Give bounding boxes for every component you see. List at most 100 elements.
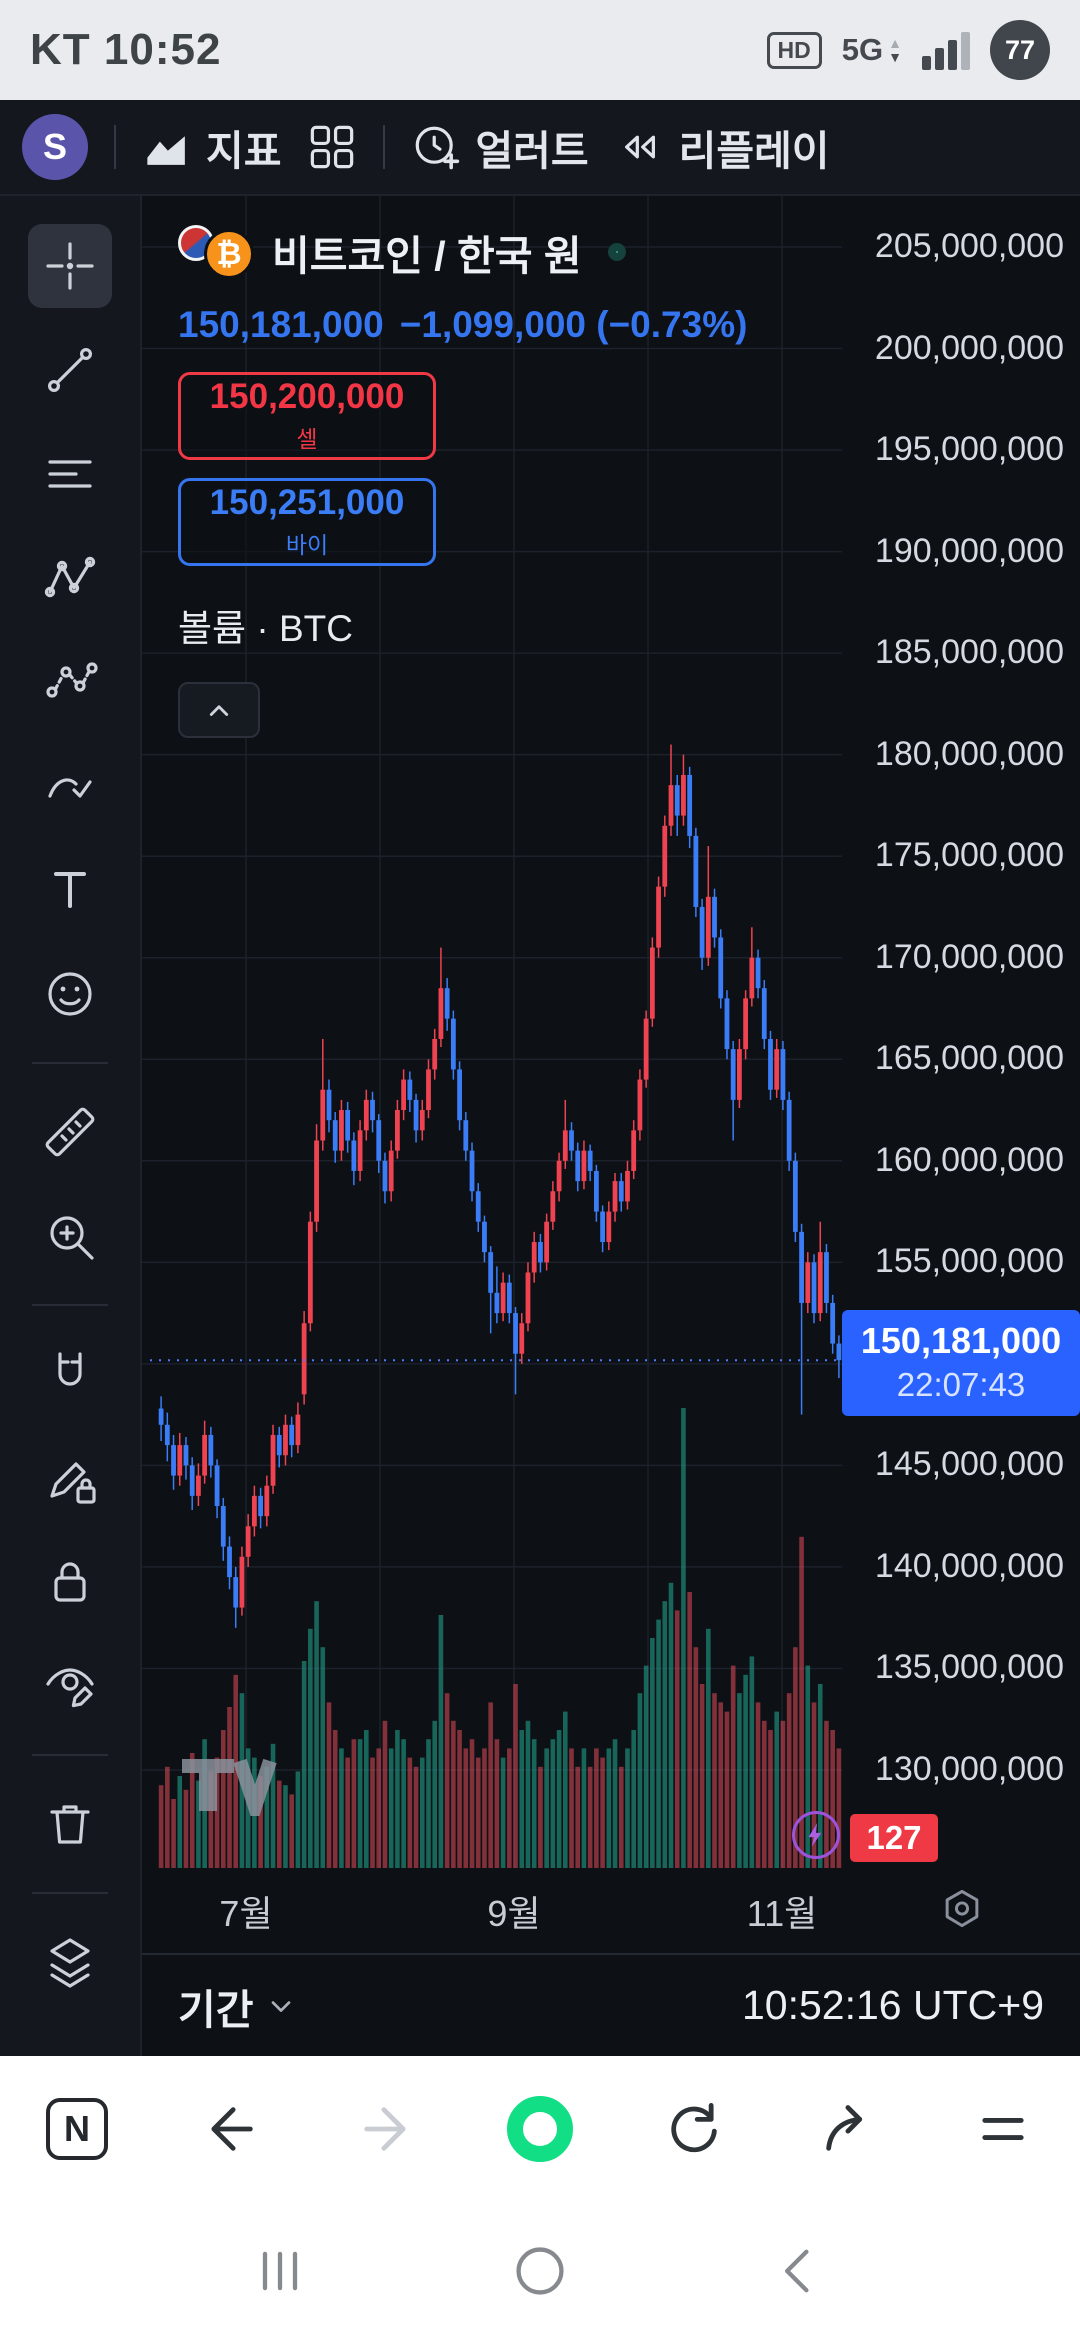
status-icons: HD 5G ▲ ▼ 77	[766, 20, 1050, 80]
price-scale-label: 175,000,000	[874, 836, 1064, 875]
home-circle-icon	[516, 2247, 564, 2295]
tool-text[interactable]	[0, 838, 141, 942]
price-scale-label: 170,000,000	[874, 937, 1064, 976]
chart-area: 205,000,000 200,000,000 195,000,000 190,000…	[142, 196, 1080, 2056]
avatar[interactable]: S	[22, 114, 88, 180]
menu-icon	[982, 2118, 1024, 2140]
crosshair-icon	[46, 242, 94, 290]
price-scale-label: 180,000,000	[874, 734, 1064, 773]
alerts-button[interactable]: 얼러트	[411, 117, 589, 177]
sell-button[interactable]: 150,200,000 셀	[178, 372, 436, 460]
recents-button[interactable]	[245, 2236, 315, 2306]
price-scale-label: 185,000,000	[874, 633, 1064, 672]
replay-button[interactable]: 리플레이	[615, 117, 830, 177]
tool-crosshair[interactable]	[28, 224, 112, 308]
forecast-dots-icon	[46, 662, 98, 698]
lock-icon	[54, 1562, 86, 1602]
brush-icon	[48, 778, 92, 798]
current-price-value: 150,181,000	[860, 1320, 1062, 1362]
status-bar: KT 10:52 HD 5G ▲ ▼ 77	[0, 0, 1080, 100]
refresh-button[interactable]	[661, 2096, 727, 2162]
forward-button[interactable]	[353, 2096, 419, 2162]
home-nav-button[interactable]	[505, 2236, 575, 2306]
price-scale[interactable]: 205,000,000 200,000,000 195,000,000 190,000…	[842, 196, 1080, 2056]
tool-emoji[interactable]	[0, 942, 141, 1046]
tool-brush[interactable]	[0, 734, 141, 838]
candlestick-chart[interactable]	[142, 196, 1080, 2056]
share-icon	[825, 2105, 862, 2151]
time-scale-label: 7월	[219, 1892, 273, 1934]
grid-icon	[311, 125, 354, 169]
app-toolbar: S 지표 얼러트 리플레이	[0, 100, 1080, 196]
network-label: 5G	[841, 32, 884, 67]
back-nav-button[interactable]	[765, 2236, 835, 2306]
tool-magnet[interactable]	[0, 1322, 141, 1426]
tool-zoom-in[interactable]	[0, 1184, 141, 1288]
indicators-label: 지표	[206, 128, 282, 174]
chevron-down-icon	[272, 2000, 291, 2012]
tool-ruler[interactable]	[0, 1080, 141, 1184]
magnet-icon	[58, 1352, 82, 1386]
tool-xabcd-pattern[interactable]	[0, 526, 141, 630]
naver-logo: N	[46, 2098, 108, 2160]
refresh-icon	[671, 2103, 718, 2153]
interval-button[interactable]: 기간	[178, 1976, 297, 2036]
tool-hide-drawings[interactable]	[0, 1634, 141, 1738]
bar-countdown: 22:07:43	[896, 1366, 1026, 1404]
text-icon	[54, 872, 86, 908]
share-button[interactable]	[816, 2096, 882, 2162]
price-row: 150,181,000 −1,099,000 (−0.73%)	[178, 304, 747, 346]
settings-icon[interactable]	[936, 1884, 988, 1936]
sell-label: 셀	[296, 426, 318, 453]
price-scale-label: 130,000,000	[874, 1750, 1064, 1788]
tool-trend-line[interactable]	[0, 318, 141, 422]
back-button[interactable]	[198, 2096, 264, 2162]
drawing-toolbar	[0, 196, 142, 2056]
layout-grid-button[interactable]	[307, 122, 357, 172]
carrier-time: KT 10:52	[30, 25, 222, 74]
sidebar-divider	[32, 1754, 108, 1756]
price-scale-label: 205,000,000	[874, 227, 1064, 265]
price-scale-label: 160,000,000	[874, 1140, 1064, 1179]
tool-horizontal-lines[interactable]	[0, 422, 141, 526]
menu-button[interactable]	[970, 2096, 1036, 2162]
buy-button[interactable]: 150,251,000 바이	[178, 478, 436, 566]
browser-toolbar: N	[0, 2056, 1080, 2202]
pencil-lock-icon	[50, 1462, 96, 1504]
naver-button[interactable]: N	[44, 2096, 110, 2162]
tool-object-tree[interactable]	[0, 1910, 141, 2014]
price-change: −1,099,000 (−0.73%)	[399, 304, 748, 345]
symbol-title[interactable]: 비트코인 / 한국 원	[272, 233, 582, 279]
alerts-label: 얼러트	[475, 128, 589, 174]
indicators-button[interactable]: 지표	[142, 117, 281, 177]
tool-remove-drawings[interactable]	[0, 1772, 141, 1876]
eye-pencil-icon	[46, 1668, 94, 1708]
tool-drawing-lock[interactable]	[0, 1426, 141, 1530]
tool-lock-all[interactable]	[0, 1530, 141, 1634]
time-scale[interactable]: 7월 9월 11월	[142, 1868, 1080, 1953]
volume-study-label[interactable]: 볼륨 · BTC	[178, 608, 353, 649]
trend-line-icon	[47, 347, 92, 392]
buy-price: 150,251,000	[209, 482, 405, 522]
main-area: 205,000,000 200,000,000 195,000,000 190,000…	[0, 196, 1080, 2056]
price-scale-label: 195,000,000	[874, 430, 1064, 469]
home-button[interactable]	[506, 2096, 573, 2162]
time-scale-label: 9월	[487, 1892, 541, 1934]
collapse-button[interactable]	[178, 682, 260, 738]
trash-icon	[50, 1805, 90, 1844]
green-circle-icon	[506, 2096, 573, 2162]
signal-bars-icon	[922, 30, 970, 70]
tool-forecast[interactable]	[0, 630, 141, 734]
arrow-left-icon	[211, 2107, 254, 2151]
boost-lightning-icon[interactable]	[792, 1811, 840, 1859]
price-scale-label: 140,000,000	[874, 1546, 1064, 1585]
back-chevron-icon	[785, 2249, 809, 2293]
chart-header: ₿ 비트코인 / 한국 원 150,181,000 −1,099,000 (−0…	[178, 222, 747, 738]
recents-icon	[262, 2251, 298, 2291]
layers-icon	[50, 1938, 90, 1988]
hd-icon: HD	[766, 31, 822, 69]
current-price-badge: 150,181,000 22:07:43	[842, 1310, 1080, 1417]
replay-label: 리플레이	[678, 128, 830, 174]
tradingview-logo[interactable]	[182, 1754, 282, 1830]
